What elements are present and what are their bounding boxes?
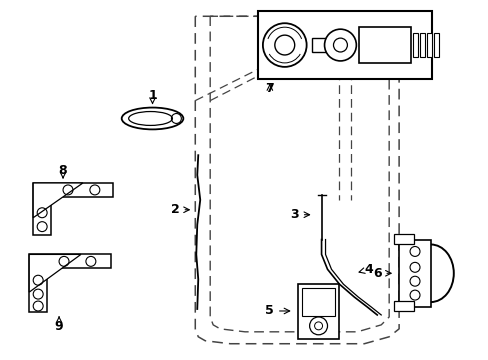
Circle shape [324, 29, 356, 61]
Polygon shape [33, 183, 83, 218]
Polygon shape [33, 183, 113, 235]
Bar [419, 33, 424, 57]
Bar [359, 27, 410, 63]
Text: 5: 5 [265, 305, 274, 318]
Bar [433, 33, 438, 57]
Ellipse shape [122, 108, 183, 129]
Text: 7: 7 [265, 82, 274, 95]
Bar [257, 11, 431, 79]
Text: 1: 1 [148, 89, 157, 102]
Bar [297, 284, 339, 339]
Bar [393, 234, 413, 243]
Text: 6: 6 [372, 267, 381, 280]
Text: 3: 3 [290, 208, 299, 221]
Circle shape [274, 35, 294, 55]
Bar [301, 288, 335, 316]
Circle shape [333, 38, 346, 52]
Text: 2: 2 [171, 203, 180, 216]
Polygon shape [29, 255, 111, 312]
Bar [398, 239, 430, 307]
Text: 8: 8 [59, 163, 67, 176]
Bar [412, 33, 417, 57]
Circle shape [263, 23, 306, 67]
Text: 9: 9 [55, 320, 63, 333]
Bar [426, 33, 431, 57]
Text: 4: 4 [364, 263, 373, 276]
Bar [393, 301, 413, 311]
Polygon shape [29, 255, 81, 292]
Bar [311, 38, 325, 52]
